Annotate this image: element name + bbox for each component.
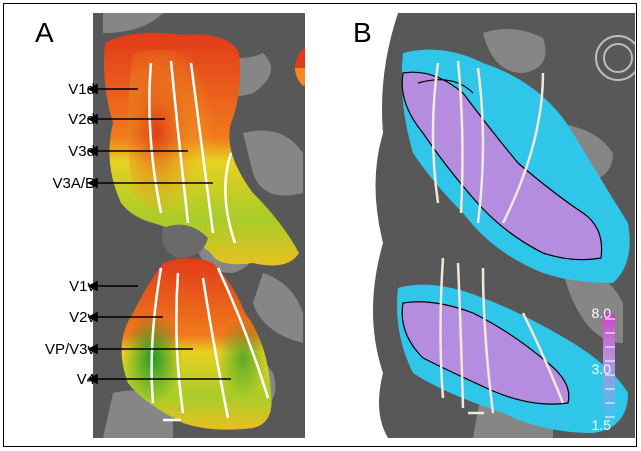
colorbar-mid-label: 3.0 bbox=[591, 361, 611, 377]
label-v2v: V2v bbox=[69, 309, 95, 326]
panel-b-image bbox=[343, 13, 635, 438]
label-v1v: V1v bbox=[69, 278, 95, 295]
panel-a: A V1d V2d V3d V3A/B V1v V2v VP/V3v V4 bbox=[13, 13, 305, 438]
panel-b-letter: B bbox=[353, 17, 372, 48]
panel-b: B 8.0 3.0 1.5 bbox=[343, 13, 635, 438]
label-vp-v3v: VP/V3v bbox=[44, 341, 95, 358]
panel-a-image bbox=[87, 13, 305, 438]
label-v3d: V3d bbox=[68, 143, 95, 160]
colorbar-max-label: 8.0 bbox=[591, 305, 611, 321]
label-v3ab: V3A/B bbox=[52, 175, 95, 192]
label-v4: V4 bbox=[76, 371, 95, 388]
panel-a-letter: A bbox=[35, 17, 54, 48]
label-v2d: V2d bbox=[68, 111, 95, 128]
colorbar-min-label: 1.5 bbox=[591, 417, 611, 433]
label-v1d: V1d bbox=[68, 81, 95, 98]
